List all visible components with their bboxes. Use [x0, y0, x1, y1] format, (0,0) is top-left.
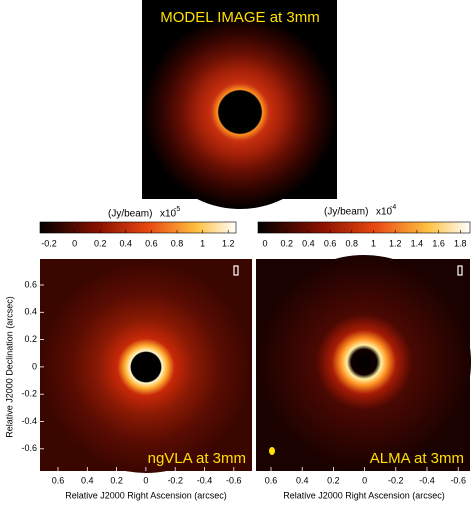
- colorbar-tick-label: 1.4: [411, 238, 424, 248]
- x-tick-label: -0.4: [197, 475, 213, 485]
- y-tick-label: 0.2: [24, 334, 37, 344]
- colorbar-tick-label: 0.4: [302, 238, 315, 248]
- x-tick-label: 0: [143, 475, 148, 485]
- y-axis-label: Relative J2000 Declination (arcsec): [4, 296, 14, 438]
- colorbar-tick-label: 0.4: [120, 238, 133, 248]
- colorbar-tick-label: 1.6: [432, 238, 445, 248]
- x-axis-label: Relative J2000 Right Ascension (arcsec): [283, 490, 445, 500]
- x-axis-label: Relative J2000 Right Ascension (arcsec): [65, 490, 227, 500]
- colorbar-tick-label: 0.8: [346, 238, 359, 248]
- colorbar-tick-label: 0: [262, 238, 267, 248]
- colorbar-unit: (Jy/beam): [108, 209, 152, 220]
- panel-label: ngVLA at 3mm: [148, 450, 246, 467]
- y-tick-label: 0.6: [24, 279, 37, 289]
- colorbar-strip: [257, 221, 471, 234]
- y-tick-label: 0: [32, 361, 37, 371]
- colorbar-tick-label: 0.2: [280, 238, 293, 248]
- model-disk: [143, 15, 337, 209]
- x-tick-label: -0.6: [450, 475, 466, 485]
- x-tick-label: -0.6: [226, 475, 242, 485]
- colorbar: (Jy/beam) x10 -5: [39, 206, 237, 234]
- colorbar-tick-label: 0.2: [94, 238, 107, 248]
- colorbar-tick-label: 0.8: [171, 238, 184, 248]
- colorbar-scale: x10: [376, 207, 393, 218]
- x-tick-label: -0.2: [388, 475, 404, 485]
- x-tick-label: 0.6: [265, 475, 278, 485]
- colorbar-tick-label: 1.8: [454, 238, 467, 248]
- x-tick-label: -0.2: [167, 475, 183, 485]
- colorbar-exponent: -4: [390, 204, 396, 211]
- colorbar-tick-label: 0.6: [324, 238, 337, 248]
- x-tick-label: -0.4: [419, 475, 435, 485]
- colorbar-tick-label: 0.6: [145, 238, 158, 248]
- colorbar-scale: x10: [160, 209, 177, 220]
- colorbar-tick-label: 1.2: [222, 238, 235, 248]
- beam-ellipse: [269, 447, 275, 455]
- beam-marker: [233, 265, 239, 276]
- x-tick-label: 0.6: [52, 475, 65, 485]
- y-tick-label: 0.4: [24, 307, 37, 317]
- x-tick-label: 0.4: [296, 475, 309, 485]
- x-tick-label: 0.2: [327, 475, 340, 485]
- colorbar-tick-label: 1.2: [389, 238, 402, 248]
- colorbar-tick-label: -0.2: [41, 238, 57, 248]
- colorbar-strip: [39, 221, 237, 234]
- y-tick-label: -0.2: [21, 389, 37, 399]
- ngvla-disk: [40, 261, 252, 473]
- colorbar: (Jy/beam) x10 -4: [257, 204, 471, 234]
- colorbar-tick-label: 1: [371, 238, 376, 248]
- colorbar-exponent: -5: [174, 206, 180, 213]
- model-label: MODEL IMAGE at 3mm: [160, 9, 319, 26]
- y-tick-label: -0.6: [21, 443, 37, 453]
- beam-marker: [457, 265, 463, 276]
- colorbar-tick-label: 1: [200, 238, 205, 248]
- x-tick-label: 0: [362, 475, 367, 485]
- y-tick-label: -0.4: [21, 416, 37, 426]
- colorbar-unit: (Jy/beam): [324, 207, 368, 218]
- x-tick-label: 0.4: [81, 475, 94, 485]
- x-tick-label: 0.2: [110, 475, 123, 485]
- alma-disk: [257, 255, 471, 469]
- panel-label: ALMA at 3mm: [370, 450, 464, 467]
- colorbar-tick-label: 0: [72, 238, 77, 248]
